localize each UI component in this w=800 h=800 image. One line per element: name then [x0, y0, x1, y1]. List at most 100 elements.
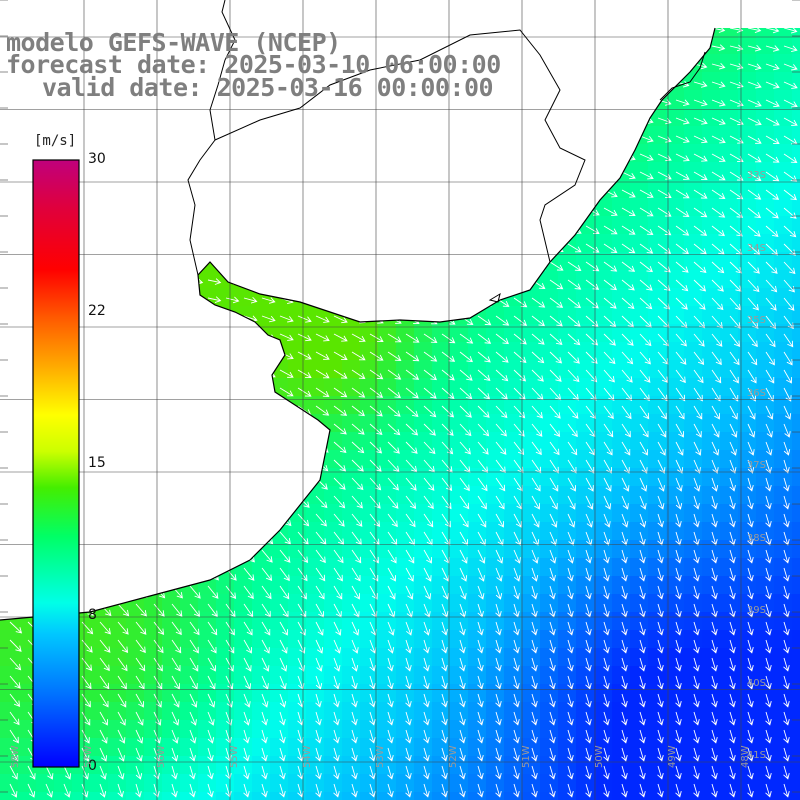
- wind-speed-cell: [756, 360, 775, 379]
- wind-speed-cell: [720, 540, 739, 559]
- wind-speed-cell: [792, 612, 800, 631]
- wind-arrow: [729, 63, 744, 70]
- wind-speed-cell: [702, 324, 721, 343]
- wind-arrow: [693, 495, 700, 510]
- wind-arrow: [549, 585, 556, 600]
- wind-speed-cell: [306, 522, 325, 541]
- wind-speed-cell: [450, 450, 469, 469]
- wind-speed-cell: [774, 558, 793, 577]
- wind-arrow: [477, 531, 486, 546]
- wind-arrow: [189, 783, 196, 798]
- wind-speed-cell: [612, 378, 631, 397]
- wind-speed-cell: [522, 666, 541, 685]
- wind-arrow: [567, 783, 574, 798]
- wind-speed-cell: [378, 378, 397, 397]
- wind-arrow: [621, 261, 636, 272]
- wind-speed-cell: [666, 684, 685, 703]
- wind-arrow: [657, 171, 672, 180]
- wind-arrow: [351, 765, 358, 780]
- wind-arrow: [423, 549, 432, 564]
- wind-arrow: [81, 693, 91, 708]
- wind-speed-cell: [792, 270, 800, 289]
- wind-speed-cell: [306, 378, 325, 397]
- wind-arrow: [315, 351, 330, 360]
- wind-arrow: [585, 765, 592, 780]
- wind-arrow: [423, 369, 437, 381]
- wind-speed-cell: [306, 648, 325, 667]
- wind-arrow: [423, 351, 438, 362]
- wind-arrow: [603, 423, 614, 438]
- wind-arrow: [657, 441, 666, 456]
- wind-speed-cell: [486, 306, 505, 325]
- wind-speed-cell: [720, 360, 739, 379]
- wind-speed-cell: [432, 558, 451, 577]
- wind-speed-cell: [468, 792, 487, 800]
- wind-arrow: [621, 423, 631, 438]
- latitude-label: 37S: [746, 460, 766, 471]
- wind-arrow: [423, 531, 433, 546]
- wind-speed-cell: [414, 792, 433, 800]
- wind-arrow: [783, 333, 794, 348]
- wind-arrow: [675, 477, 683, 492]
- wind-speed-cell: [414, 468, 433, 487]
- wind-speed-cell: [0, 774, 19, 793]
- wind-arrow: [333, 585, 343, 600]
- wind-arrow: [585, 639, 592, 654]
- wind-speed-cell: [612, 198, 631, 217]
- wind-arrow: [549, 675, 556, 690]
- wind-speed-cell: [774, 396, 793, 415]
- wind-speed-cell: [396, 684, 415, 703]
- wind-speed-cell: [630, 522, 649, 541]
- wind-speed-cell: [648, 450, 667, 469]
- wind-arrow: [765, 405, 774, 420]
- wind-speed-cell: [108, 720, 127, 739]
- wind-speed-cell: [216, 648, 235, 667]
- wind-speed-cell: [198, 630, 217, 649]
- wind-speed-cell: [666, 666, 685, 685]
- wind-arrow: [693, 153, 708, 162]
- wind-arrow: [621, 189, 636, 198]
- wind-speed-cell: [540, 612, 559, 631]
- wind-arrow: [99, 711, 108, 726]
- wind-arrow: [135, 639, 146, 654]
- wind-arrow: [495, 423, 507, 437]
- wind-arrow: [549, 747, 556, 762]
- wind-arrow: [27, 783, 36, 798]
- wind-speed-cell: [666, 558, 685, 577]
- wind-arrow: [567, 513, 576, 528]
- wind-arrow: [387, 513, 398, 528]
- wind-arrow: [765, 28, 780, 34]
- wind-arrow: [549, 423, 561, 438]
- wind-speed-cell: [558, 486, 577, 505]
- wind-speed-cell: [414, 684, 433, 703]
- wind-arrow: [783, 369, 792, 384]
- wind-arrow: [693, 261, 707, 273]
- wind-speed-cell: [576, 630, 595, 649]
- wind-speed-cell: [756, 306, 775, 325]
- wind-arrow: [351, 783, 358, 798]
- wind-arrow: [423, 333, 438, 343]
- wind-arrow: [639, 297, 653, 310]
- wind-arrow: [315, 693, 322, 708]
- wind-arrow: [495, 369, 509, 382]
- wind-speed-cell: [486, 504, 505, 523]
- wind-arrow: [333, 657, 341, 672]
- wind-arrow: [297, 315, 312, 323]
- wind-speed-cell: [378, 594, 397, 613]
- wind-arrow: [765, 189, 780, 200]
- wind-speed-cell: [342, 522, 361, 541]
- wind-speed-cell: [594, 378, 613, 397]
- wind-speed-cell: [540, 522, 559, 541]
- wind-speed-cell: [270, 684, 289, 703]
- wind-speed-cell: [558, 576, 577, 595]
- wind-arrow: [621, 639, 628, 654]
- wind-speed-cell: [720, 558, 739, 577]
- wind-speed-cell: [666, 630, 685, 649]
- wind-speed-cell: [630, 684, 649, 703]
- wind-speed-cell: [378, 612, 397, 631]
- wind-arrow: [693, 297, 706, 310]
- wind-speed-cell: [702, 504, 721, 523]
- wind-arrow: [261, 747, 268, 762]
- wind-speed-cell: [648, 126, 667, 145]
- wind-speed-cell: [234, 774, 253, 793]
